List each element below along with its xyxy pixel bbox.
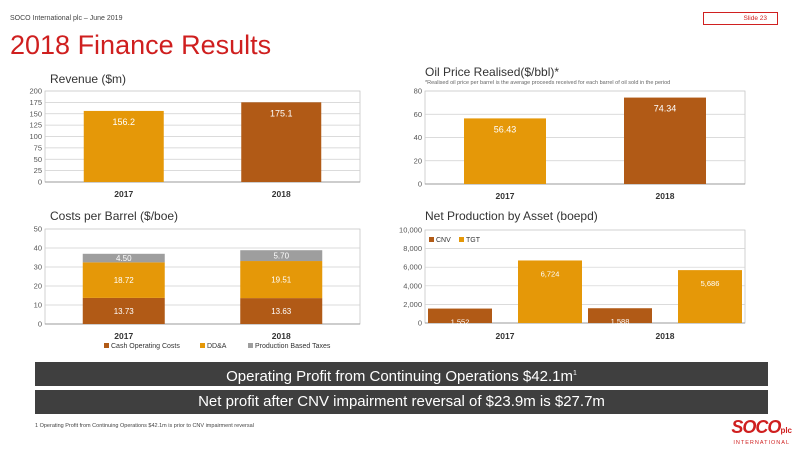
production-legend-label: TGT (466, 237, 481, 244)
header-subtitle: SOCO International plc – June 2019 (10, 15, 123, 22)
production-data-label: 5,686 (701, 279, 720, 288)
logo-wordmark: SOCO (731, 417, 781, 437)
oil-y-tick-label: 60 (414, 110, 422, 119)
costs-legend-label: DD&A (207, 343, 227, 350)
revenue-y-tick-label: 150 (29, 109, 42, 118)
costs-bar-segment (240, 298, 323, 324)
costs-chart-title: Costs per Barrel ($/boe) (50, 209, 179, 223)
revenue-chart-title: Revenue ($m) (50, 72, 127, 86)
costs-bar-segment (82, 253, 165, 263)
revenue-y-tick-label: 75 (34, 143, 42, 152)
operating-profit-banner: Operating Profit from Continuing Operati… (35, 362, 768, 386)
oil-price-chart-title: Oil Price Realised($/bbl)* (425, 65, 560, 79)
costs-y-tick-label: 20 (34, 282, 42, 291)
oil-y-tick-label: 80 (414, 87, 422, 96)
production-x-tick-label: 2018 (656, 331, 675, 341)
costs-legend-swatch (104, 343, 109, 348)
revenue-bar (83, 110, 164, 182)
costs-data-label: 5.70 (273, 252, 289, 261)
production-bar (518, 260, 582, 323)
net-profit-banner: Net profit after CNV impairment reversal… (35, 390, 768, 414)
oil-data-label: 56.43 (494, 124, 517, 134)
oil-x-tick-label: 2017 (496, 191, 515, 201)
revenue-y-tick-label: 125 (29, 121, 42, 130)
production-legend-swatch (459, 237, 464, 242)
logo-subtext: INTERNATIONAL (733, 440, 791, 446)
production-x-tick-label: 2017 (496, 331, 515, 341)
oil-price-chart-note: *Realised oil price per barrel is the av… (425, 80, 671, 86)
company-logo: SOCOplc INTERNATIONAL (731, 418, 792, 447)
oil-y-tick-label: 40 (414, 133, 422, 142)
costs-y-tick-label: 50 (34, 225, 42, 234)
costs-x-tick-label: 2017 (114, 331, 133, 341)
production-chart-title: Net Production by Asset (boepd) (425, 209, 598, 223)
oil-bar (624, 97, 706, 184)
costs-bar-segment (82, 297, 165, 324)
costs-legend-label: Cash Operating Costs (111, 343, 180, 350)
costs-bar-segment (240, 261, 323, 299)
costs-data-label: 18.72 (114, 276, 135, 285)
costs-data-label: 13.73 (114, 307, 135, 316)
costs-y-tick-label: 30 (34, 263, 42, 272)
costs-data-label: 19.51 (271, 276, 292, 285)
footnote: 1 Operating Profit from Continuing Opera… (35, 423, 254, 429)
production-y-tick-label: 6,000 (403, 263, 422, 272)
production-bar (678, 270, 742, 323)
production-y-tick-label: 8,000 (403, 244, 422, 253)
operating-profit-text: Operating Profit from Continuing Operati… (226, 368, 573, 385)
production-bar (588, 308, 652, 323)
costs-bar-segment (82, 262, 165, 298)
production-legend-swatch (429, 237, 434, 242)
production-y-tick-label: 2,000 (403, 300, 422, 309)
production-y-tick-label: 0 (418, 319, 422, 328)
costs-legend-swatch (248, 343, 253, 348)
costs-y-tick-label: 0 (38, 320, 42, 329)
oil-x-tick-label: 2018 (656, 191, 675, 201)
costs-legend-swatch (200, 343, 205, 348)
costs-bar-segment (240, 250, 323, 262)
revenue-y-tick-label: 0 (38, 178, 42, 187)
production-data-label: 1,552 (451, 318, 470, 327)
revenue-data-label: 156.2 (112, 117, 135, 127)
slide-number: Slide 23 (702, 12, 778, 25)
production-data-label: 6,724 (541, 269, 560, 278)
oil-y-tick-label: 20 (414, 156, 422, 165)
oil-data-label: 74.34 (654, 104, 677, 114)
production-bar (428, 308, 492, 323)
costs-data-label: 4.50 (116, 254, 132, 263)
oil-bar (464, 118, 546, 184)
page-title: 2018 Finance Results (10, 30, 272, 60)
costs-data-label: 13.63 (271, 307, 292, 316)
logo-suffix: plc (780, 426, 792, 435)
production-y-tick-label: 10,000 (399, 226, 422, 235)
revenue-bar (241, 102, 322, 182)
costs-legend-label: Production Based Taxes (255, 343, 331, 350)
revenue-x-tick-label: 2018 (272, 189, 291, 199)
revenue-data-label: 175.1 (270, 108, 293, 118)
revenue-y-tick-label: 100 (29, 132, 42, 141)
costs-y-tick-label: 10 (34, 301, 42, 310)
operating-profit-footnote-marker: 1 (572, 370, 577, 377)
revenue-y-tick-label: 25 (34, 166, 42, 175)
costs-y-tick-label: 40 (34, 244, 42, 253)
costs-x-tick-label: 2018 (272, 331, 291, 341)
revenue-y-tick-label: 200 (29, 87, 42, 96)
revenue-y-tick-label: 175 (29, 98, 42, 107)
revenue-x-tick-label: 2017 (114, 189, 133, 199)
production-data-label: 1,588 (611, 317, 630, 326)
oil-y-tick-label: 0 (418, 180, 422, 189)
revenue-y-tick-label: 50 (34, 155, 42, 164)
production-y-tick-label: 4,000 (403, 281, 422, 290)
production-legend-label: CNV (436, 237, 451, 244)
